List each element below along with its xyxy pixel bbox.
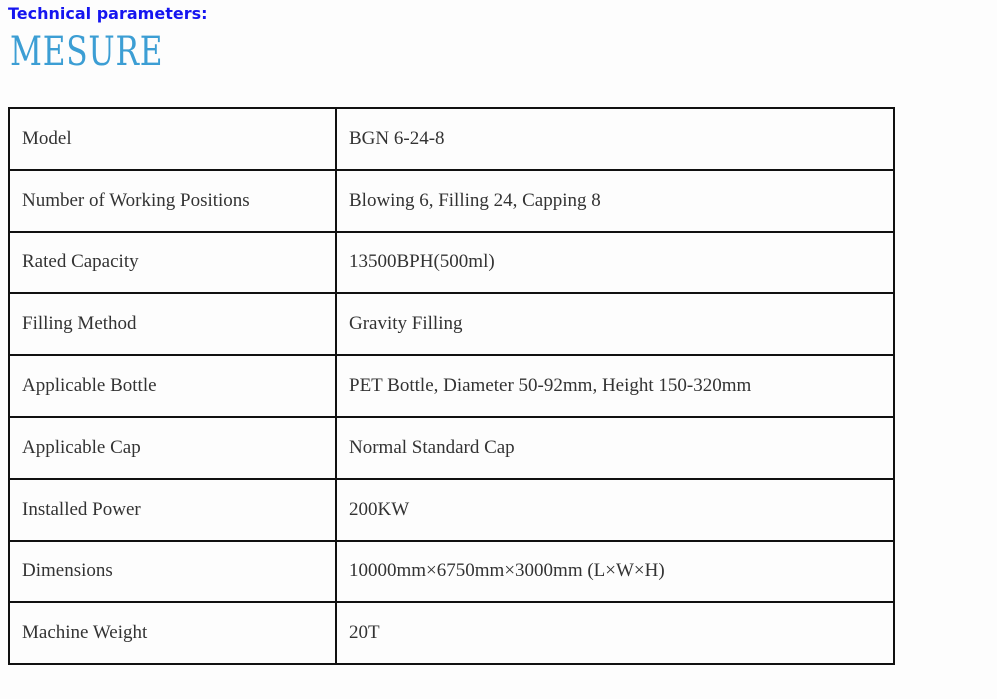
parameter-label: Number of Working Positions	[8, 168, 337, 233]
table-row: Machine Weight 20T	[8, 601, 895, 666]
table-row: Applicable Bottle PET Bottle, Diameter 50…	[8, 354, 895, 418]
parameter-value: 200KW	[335, 477, 895, 542]
parameter-value: BGN 6-24-8	[335, 107, 895, 171]
technical-parameters-table: Model BGN 6-24-8 Number of Working Positio…	[8, 107, 895, 666]
table-row: Number of Working Positions Blowing 6, Fi…	[8, 168, 895, 233]
parameter-value: Gravity Filling	[335, 292, 895, 357]
parameter-label: Rated Capacity	[8, 230, 337, 295]
parameter-label: Applicable Bottle	[8, 354, 337, 418]
parameter-value: 20T	[335, 601, 895, 666]
parameter-value: 10000mm×6750mm×3000mm (L×W×H)	[335, 539, 895, 604]
parameter-value: Blowing 6, Filling 24, Capping 8	[335, 168, 895, 233]
table-row: Filling Method Gravity Filling	[8, 292, 895, 357]
section-heading: Technical parameters:	[8, 4, 208, 23]
table-row: Model BGN 6-24-8	[8, 107, 895, 171]
parameter-label: Machine Weight	[8, 601, 337, 666]
table-row: Applicable Cap Normal Standard Cap	[8, 415, 895, 480]
parameter-value: PET Bottle, Diameter 50-92mm, Height 150…	[335, 354, 895, 418]
table-row: Dimensions 10000mm×6750mm×3000mm (L×W×H)	[8, 539, 895, 604]
parameter-label: Model	[8, 107, 337, 171]
parameter-label: Installed Power	[8, 477, 337, 542]
parameter-label: Applicable Cap	[8, 415, 337, 480]
mesure-logo-watermark: MESURE	[10, 29, 164, 75]
parameter-value: Normal Standard Cap	[335, 415, 895, 480]
parameter-label: Dimensions	[8, 539, 337, 604]
table-row: Installed Power 200KW	[8, 477, 895, 542]
parameter-value: 13500BPH(500ml)	[335, 230, 895, 295]
parameter-label: Filling Method	[8, 292, 337, 357]
table-row: Rated Capacity 13500BPH(500ml)	[8, 230, 895, 295]
